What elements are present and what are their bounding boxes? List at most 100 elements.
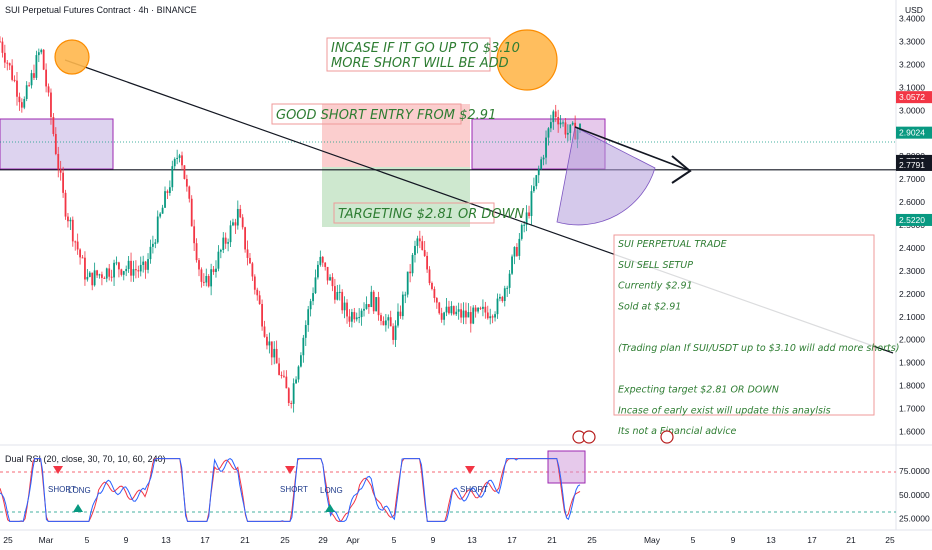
event-icon-3[interactable] — [660, 430, 674, 444]
candle-body — [532, 186, 535, 192]
candle-body — [91, 272, 94, 286]
price-tick: 3.3000 — [899, 36, 925, 46]
candle-body — [251, 263, 254, 277]
long-signal-icon — [325, 504, 335, 512]
candle-body — [241, 217, 244, 228]
candle-body — [452, 306, 455, 315]
price-badge — [896, 213, 932, 226]
price-tick: 1.7000 — [899, 404, 925, 414]
note-top-box[interactable] — [326, 37, 491, 72]
candle-body — [341, 291, 344, 311]
candle-body — [450, 306, 453, 314]
price-tick: 2.7000 — [899, 174, 925, 184]
candle-body — [474, 307, 477, 312]
candle-body — [360, 310, 363, 318]
price-badge-label: 3.0572 — [899, 92, 925, 102]
candle-body — [268, 341, 271, 346]
price-tick: 2.6000 — [899, 197, 925, 207]
candle-body — [324, 262, 327, 267]
candle-body — [552, 111, 555, 123]
rsi-highlight-box[interactable] — [547, 450, 586, 484]
candle-body — [222, 237, 225, 250]
candle-body — [314, 277, 317, 294]
candle-body — [11, 65, 14, 80]
candle-body — [236, 208, 239, 226]
price-candles[interactable] — [0, 36, 581, 413]
candle-body — [59, 169, 62, 173]
short-risk-zone[interactable] — [322, 104, 470, 167]
candle-body — [6, 62, 9, 64]
projection-arrow-line[interactable] — [574, 126, 689, 171]
candle-body — [389, 317, 392, 327]
highlight-circle-large[interactable] — [496, 29, 558, 91]
candle-body — [8, 63, 11, 66]
candle-body — [409, 271, 412, 274]
candle-body — [392, 326, 395, 340]
candle-body — [559, 122, 562, 125]
candle-body — [433, 288, 436, 299]
candle-body — [380, 315, 382, 321]
time-tick: 13 — [467, 535, 477, 545]
candle-body — [266, 336, 268, 346]
candle-body — [290, 403, 293, 405]
time-tick: 21 — [547, 535, 557, 545]
info-line: Sold at $2.91 — [618, 301, 681, 312]
candle-body — [195, 243, 198, 261]
price-badge-label: 2.5220 — [899, 215, 925, 225]
candle-body — [224, 237, 227, 244]
projection-fan[interactable] — [556, 126, 656, 226]
candle-body — [530, 191, 533, 217]
candle-body — [426, 255, 429, 270]
candle-body — [518, 238, 521, 256]
candle-body — [137, 270, 140, 272]
candle-body — [1, 41, 4, 53]
candle-body — [508, 273, 511, 288]
candle-body — [486, 312, 489, 319]
candle-body — [564, 122, 567, 135]
candle-body — [105, 268, 108, 279]
candle-body — [384, 320, 387, 326]
time-tick: 21 — [846, 535, 856, 545]
note-top-line-1: INCASE IF IT GO UP TO $3.10 — [331, 41, 520, 56]
info-box[interactable] — [613, 234, 875, 416]
candle-body — [57, 153, 60, 170]
candle-body — [557, 116, 560, 125]
candle-body — [435, 298, 438, 303]
highlight-circle-small[interactable] — [54, 39, 90, 75]
signal-label: LONG — [320, 486, 343, 495]
candle-body — [355, 317, 358, 320]
candle-body — [3, 52, 6, 63]
candle-body — [154, 242, 157, 244]
candle-body — [202, 281, 205, 283]
candle-body — [423, 250, 426, 256]
info-line: Expecting target $2.81 OR DOWN — [618, 385, 779, 396]
candle-body — [297, 366, 300, 380]
candle-body — [229, 225, 232, 243]
event-icon-2[interactable] — [582, 430, 596, 444]
candle-body — [321, 256, 324, 263]
candle-body — [346, 302, 348, 317]
time-axis-ticks: 25 Mar 5 9 13 17 21 25 29 Apr 5 9 13 17 21 25 May 5 9 13 17 2… — [3, 535, 895, 545]
candle-body — [421, 241, 424, 251]
candle-body — [326, 266, 329, 281]
candle-body — [50, 92, 52, 118]
chart-title: SUI Perpetual Futures Contract · 4h · BI… — [5, 5, 197, 15]
time-tick: 9 — [431, 535, 436, 545]
candle-body — [489, 316, 492, 319]
signal-label: LONG — [68, 486, 91, 495]
candle-body — [84, 257, 86, 280]
candle-body — [283, 375, 285, 377]
candle-body — [210, 269, 213, 287]
candle-body — [258, 295, 261, 305]
candle-body — [232, 222, 234, 226]
candle-body — [45, 69, 48, 87]
candle-body — [144, 261, 147, 270]
note-entry-box[interactable] — [271, 103, 462, 125]
candle-body — [74, 241, 77, 243]
note-target-box[interactable] — [333, 202, 495, 224]
candle-body — [25, 85, 28, 99]
candle-body — [200, 269, 203, 282]
candle-body — [460, 309, 462, 318]
